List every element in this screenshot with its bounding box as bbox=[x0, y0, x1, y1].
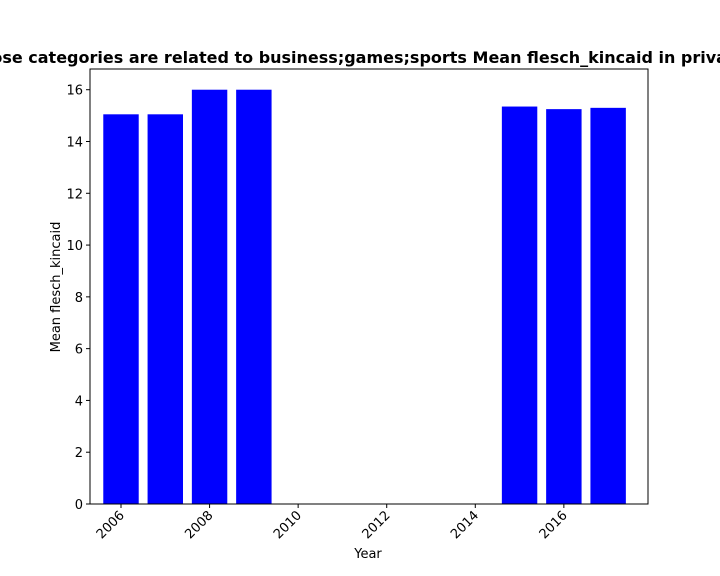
bar-2017 bbox=[590, 107, 626, 504]
y-tick-label-6: 6 bbox=[75, 343, 83, 358]
x-tick-label-2014: 2014 bbox=[448, 508, 482, 542]
bar-2006 bbox=[103, 114, 139, 504]
plot-area: 0 2 4 6 8 10 12 14 16 2006 2008 2010 2012 2014 2016 bbox=[66, 68, 649, 542]
y-tick-label-8: 8 bbox=[75, 291, 83, 306]
y-tick-label-2: 2 bbox=[75, 446, 83, 461]
y-tick-label-16: 16 bbox=[66, 84, 83, 99]
x-tick-label-2012: 2012 bbox=[360, 508, 394, 542]
y-tick-label-12: 12 bbox=[66, 187, 83, 202]
y-tick-label-14: 14 bbox=[66, 136, 83, 151]
y-tick-label-0: 0 bbox=[75, 498, 83, 513]
plot-frame bbox=[89, 68, 649, 505]
x-tick-label-2016: 2016 bbox=[537, 508, 571, 542]
bar-2009 bbox=[236, 89, 272, 504]
bar-2007 bbox=[147, 114, 183, 504]
y-tick-label-4: 4 bbox=[75, 394, 83, 409]
bar-2008 bbox=[191, 89, 228, 504]
x-tick-label-2010: 2010 bbox=[271, 508, 305, 542]
y-axis-label: Mean flesch_kincaid bbox=[49, 222, 64, 353]
x-axis-label: Year bbox=[353, 547, 382, 562]
bar-2016 bbox=[546, 109, 582, 505]
bar-2015 bbox=[501, 106, 538, 504]
x-tick-label-2006: 2006 bbox=[94, 508, 128, 542]
x-tick-label-2008: 2008 bbox=[182, 508, 216, 542]
y-tick-label-10: 10 bbox=[66, 239, 83, 254]
chart-title: Apps whose categories are related to bus… bbox=[0, 48, 720, 67]
